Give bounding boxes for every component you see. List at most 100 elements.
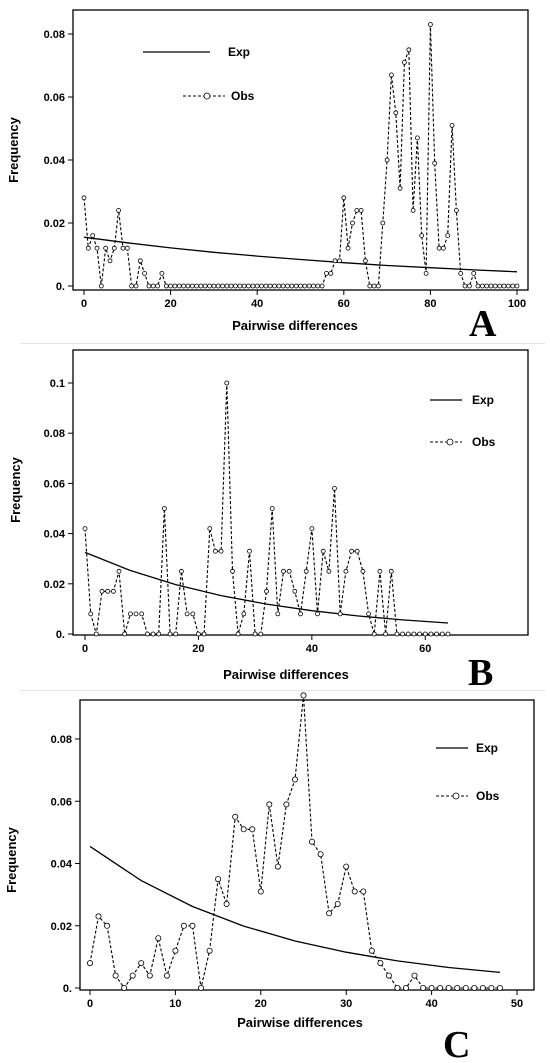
- obs-data-point: [142, 270, 148, 276]
- obs-data-point: [116, 207, 121, 213]
- obs-data-point: [434, 631, 440, 637]
- obs-data-point: [264, 588, 269, 594]
- obs-data-point: [510, 283, 516, 289]
- obs-data-point: [466, 283, 472, 289]
- obs-data-point: [394, 984, 401, 991]
- obs-data-point: [241, 283, 247, 289]
- y-tick-label: 0.: [63, 983, 72, 995]
- obs-data-point: [475, 283, 481, 289]
- obs-data-point: [367, 283, 373, 289]
- legend: Exp Obs: [436, 741, 500, 803]
- chart-b-svg: 0 20 40 60 0. 0.02 0.04 0.06 0.08 0.1 Exp Obs Pai…: [8, 349, 529, 694]
- x-tick-label: 10: [169, 998, 181, 1010]
- obs-data-point: [319, 283, 325, 289]
- obs-data-point: [121, 984, 128, 991]
- obs-data-point: [488, 283, 494, 289]
- obs-data-point: [343, 863, 350, 870]
- obs-data-point: [388, 568, 394, 574]
- obs-data-point: [337, 611, 343, 617]
- obs-data-point: [458, 270, 464, 276]
- obs-data-point: [201, 631, 207, 637]
- obs-data-point: [488, 984, 495, 991]
- obs-data-point: [215, 876, 222, 883]
- panel-divider: [20, 343, 545, 344]
- obs-data-point: [427, 22, 433, 27]
- obs-data-point: [249, 826, 256, 833]
- obs-data-point: [235, 631, 241, 637]
- x-axis-label: Pairwise differences: [223, 667, 349, 682]
- y-axis-label: Frequency: [8, 456, 23, 523]
- chart-panel-b: 0 20 40 60 0. 0.02 0.04 0.06 0.08 0.1 Exp Obs Pai…: [0, 345, 550, 694]
- obs-data-point: [184, 611, 190, 617]
- obs-data-point: [375, 283, 381, 289]
- panel-letter: C: [443, 1024, 470, 1063]
- plot-frame: [79, 699, 535, 991]
- y-tick-label: 0.08: [44, 428, 65, 440]
- obs-data-point: [286, 568, 292, 574]
- obs-data-point: [283, 801, 290, 808]
- x-tick-label: 0: [87, 998, 93, 1010]
- obs-data-point: [306, 283, 312, 289]
- obs-data-point: [116, 568, 122, 574]
- y-tick-label: 0.08: [44, 29, 65, 41]
- obs-data-point: [178, 568, 184, 574]
- obs-data-point: [212, 548, 218, 554]
- exp-series-line: [89, 845, 500, 974]
- obs-data-point: [195, 631, 201, 637]
- x-tick-label: 20: [164, 298, 176, 310]
- obs-data-point: [163, 972, 170, 979]
- obs-data-point: [218, 548, 224, 554]
- obs-data-point: [380, 220, 386, 226]
- obs-data-point: [85, 245, 91, 251]
- obs-data-point: [471, 270, 477, 276]
- obs-data-point: [311, 283, 316, 289]
- obs-data-point: [419, 233, 425, 239]
- obs-data-point: [343, 568, 349, 574]
- obs-data-point: [189, 283, 195, 289]
- obs-data-point: [211, 283, 217, 289]
- obs-data-point: [308, 838, 315, 845]
- obs-data-point: [462, 283, 468, 289]
- obs-series-line: [84, 382, 448, 635]
- x-tick-label: 40: [425, 998, 437, 1010]
- obs-data-point: [397, 185, 403, 191]
- obs-data-point: [280, 283, 286, 289]
- obs-data-point: [137, 258, 143, 264]
- obs-data-point: [82, 526, 88, 532]
- obs-data-point: [496, 984, 503, 991]
- obs-data-point: [385, 972, 392, 979]
- x-tick-label: 80: [424, 298, 436, 310]
- obs-data-point: [202, 283, 208, 289]
- obs-data-point: [422, 631, 428, 637]
- y-tick-label: 0.04: [51, 859, 73, 871]
- obs-data-point: [173, 631, 179, 637]
- x-tick-label: 100: [508, 298, 526, 310]
- obs-data-point: [428, 631, 434, 637]
- obs-data-point: [220, 283, 226, 289]
- obs-data-point: [263, 283, 269, 289]
- obs-data-point: [185, 283, 191, 289]
- obs-data-point: [366, 611, 372, 617]
- legend-obs-marker: [203, 92, 211, 100]
- obs-data-point: [449, 123, 455, 128]
- obs-data-point: [298, 611, 303, 617]
- obs-data-point: [505, 283, 511, 289]
- obs-data-point: [291, 776, 298, 783]
- obs-data-point: [111, 588, 116, 594]
- obs-data-point: [144, 631, 150, 637]
- obs-data-point: [298, 283, 303, 289]
- obs-data-point: [326, 568, 332, 574]
- obs-data-point: [354, 207, 360, 213]
- obs-data-point: [349, 548, 355, 554]
- obs-data-point: [345, 245, 351, 251]
- obs-data-point: [124, 245, 130, 251]
- legend: Exp Obs: [143, 45, 255, 103]
- x-tick-label: 60: [338, 298, 350, 310]
- y-tick-label: 0.: [56, 629, 65, 641]
- obs-data-point: [334, 900, 341, 907]
- obs-data-point: [317, 851, 324, 858]
- obs-data-point: [337, 258, 342, 264]
- obs-data-point: [172, 947, 179, 954]
- obs-data-point: [207, 283, 213, 289]
- obs-data-point: [302, 283, 308, 289]
